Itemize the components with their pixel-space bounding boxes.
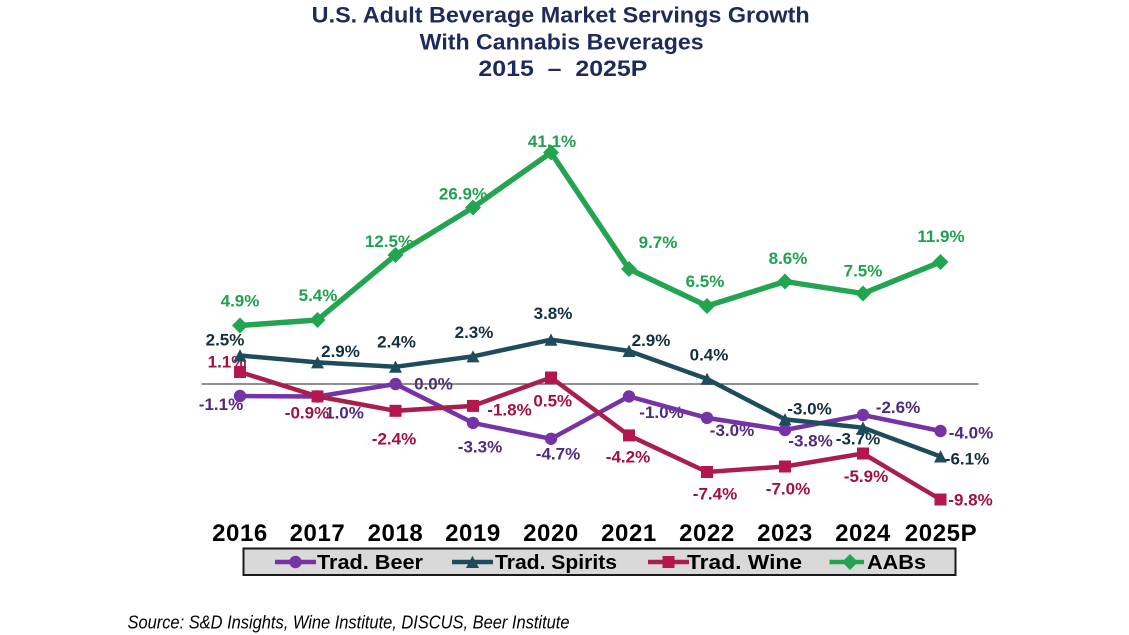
svg-text:-7.0%: -7.0% <box>766 480 810 499</box>
svg-text:7.5%: 7.5% <box>844 262 883 281</box>
svg-text:2025P: 2025P <box>905 520 977 547</box>
svg-text:2.3%: 2.3% <box>455 323 494 342</box>
svg-text:-9.8%: -9.8% <box>948 491 992 510</box>
svg-text:2017: 2017 <box>290 520 346 547</box>
svg-text:2.9%: 2.9% <box>321 342 360 361</box>
svg-text:5.4%: 5.4% <box>299 286 338 305</box>
svg-text:1.0%: 1.0% <box>325 403 364 422</box>
svg-text:Trad. Spirits: Trad. Spirits <box>495 552 617 574</box>
svg-text:-3.8%: -3.8% <box>788 432 832 451</box>
svg-text:Source: S&D Insights, Wine Ins: Source: S&D Insights, Wine Institute, DI… <box>128 611 570 632</box>
svg-text:2.9%: 2.9% <box>632 331 671 350</box>
svg-text:2019: 2019 <box>445 520 501 547</box>
svg-text:8.6%: 8.6% <box>769 249 808 268</box>
svg-text:2024: 2024 <box>835 520 891 547</box>
svg-text:-2.6%: -2.6% <box>876 398 920 417</box>
svg-text:-1.8%: -1.8% <box>487 401 531 420</box>
svg-text:-4.0%: -4.0% <box>949 424 993 443</box>
svg-text:26.9%: 26.9% <box>439 185 487 204</box>
svg-text:2023: 2023 <box>757 520 813 547</box>
svg-text:11.9%: 11.9% <box>917 227 964 246</box>
svg-text:12.5%: 12.5% <box>365 232 413 251</box>
svg-text:-3.7%: -3.7% <box>836 430 880 449</box>
svg-text:Trad. Wine: Trad. Wine <box>687 552 802 574</box>
svg-text:-0.9%: -0.9% <box>285 403 329 422</box>
svg-text:Trad. Beer: Trad. Beer <box>317 552 423 574</box>
svg-text:2.5%: 2.5% <box>206 331 245 350</box>
svg-text:2018: 2018 <box>368 520 424 547</box>
svg-text:4.9%: 4.9% <box>221 292 260 311</box>
svg-text:2016: 2016 <box>212 520 268 547</box>
svg-text:-6.1%: -6.1% <box>945 450 989 469</box>
svg-text:2020: 2020 <box>523 520 579 547</box>
svg-text:-5.9%: -5.9% <box>844 467 888 486</box>
svg-text:AABs: AABs <box>867 552 926 574</box>
svg-text:0.5%: 0.5% <box>533 392 572 411</box>
svg-text:9.7%: 9.7% <box>639 233 678 252</box>
svg-text:6.5%: 6.5% <box>686 272 725 291</box>
svg-text:-1.1%: -1.1% <box>199 395 243 414</box>
svg-text:-2.4%: -2.4% <box>372 430 416 449</box>
svg-text:-4.2%: -4.2% <box>606 448 650 467</box>
svg-text:With Cannabis Beverages: With Cannabis Beverages <box>420 29 704 54</box>
svg-text:2.4%: 2.4% <box>377 333 416 352</box>
svg-text:41.1%: 41.1% <box>528 132 576 151</box>
svg-text:0.4%: 0.4% <box>690 346 729 365</box>
svg-text:-3.0%: -3.0% <box>787 399 831 418</box>
svg-text:-7.4%: -7.4% <box>693 485 737 504</box>
svg-text:3.8%: 3.8% <box>534 304 573 323</box>
svg-text:2021: 2021 <box>601 520 657 547</box>
svg-text:U.S. Adult Beverage Market Ser: U.S. Adult Beverage Market Servings Grow… <box>312 3 810 28</box>
svg-text:-3.3%: -3.3% <box>458 438 502 457</box>
svg-text:-4.7%: -4.7% <box>536 445 580 464</box>
svg-text:2022: 2022 <box>679 520 735 547</box>
svg-text:2015 – 2025P: 2015 – 2025P <box>478 56 647 81</box>
